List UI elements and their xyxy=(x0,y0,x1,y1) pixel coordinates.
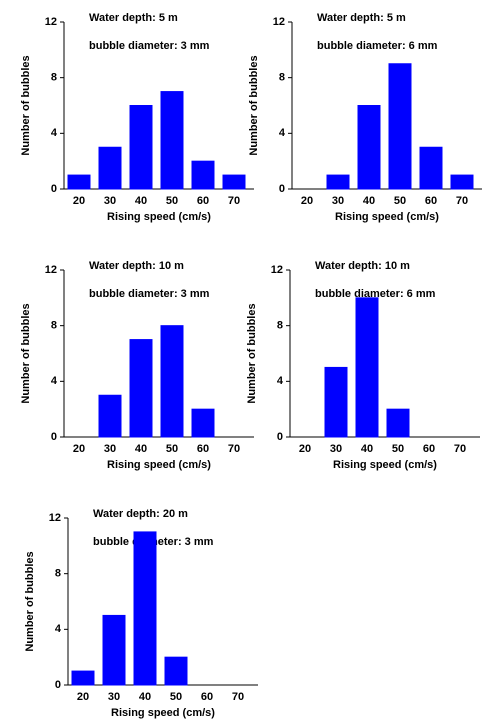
x-axis-label: Rising speed (cm/s) xyxy=(107,459,211,471)
y-axis-label: Number of bubbles xyxy=(246,303,258,403)
panel-title: Water depth: 5 m xyxy=(89,12,178,24)
panel-title: Water depth: 10 m xyxy=(89,260,184,272)
y-tick-label: 12 xyxy=(49,512,61,524)
y-tick-label: 12 xyxy=(45,264,57,276)
x-tick-label: 30 xyxy=(332,195,344,207)
panel-subtitle: bubble diameter: 3 mm xyxy=(89,288,210,300)
x-tick-label: 60 xyxy=(201,691,213,703)
y-tick-label: 0 xyxy=(279,183,285,195)
y-axis-label: Number of bubbles xyxy=(248,55,260,155)
y-tick-label: 8 xyxy=(51,320,57,332)
x-tick-label: 40 xyxy=(139,691,151,703)
y-tick-label: 0 xyxy=(55,679,61,691)
x-tick-label: 50 xyxy=(166,195,178,207)
x-tick-label: 60 xyxy=(423,443,435,455)
panel-title: Water depth: 20 m xyxy=(93,508,188,520)
x-tick-label: 20 xyxy=(73,195,85,207)
x-tick-label: 40 xyxy=(135,195,147,207)
x-tick-label: 30 xyxy=(330,443,342,455)
x-tick-label: 30 xyxy=(108,691,120,703)
y-tick-label: 0 xyxy=(51,183,57,195)
x-tick-label: 20 xyxy=(73,443,85,455)
x-axis-label: Rising speed (cm/s) xyxy=(335,211,439,223)
x-axis-label: Rising speed (cm/s) xyxy=(107,211,211,223)
x-tick-label: 70 xyxy=(454,443,466,455)
bar xyxy=(98,394,122,438)
x-tick-label: 60 xyxy=(197,195,209,207)
bar xyxy=(129,339,153,438)
panel-subtitle: bubble diameter: 6 mm xyxy=(317,40,438,52)
bar xyxy=(222,174,246,190)
bar xyxy=(129,105,153,190)
y-tick-label: 12 xyxy=(45,16,57,28)
x-tick-label: 60 xyxy=(197,443,209,455)
bar xyxy=(160,91,184,190)
y-tick-label: 12 xyxy=(271,264,283,276)
x-tick-label: 50 xyxy=(166,443,178,455)
x-tick-label: 40 xyxy=(135,443,147,455)
x-tick-label: 20 xyxy=(299,443,311,455)
bar xyxy=(67,174,91,190)
bar xyxy=(164,656,188,686)
x-tick-label: 50 xyxy=(394,195,406,207)
y-tick-label: 8 xyxy=(55,568,61,580)
bar xyxy=(133,531,157,686)
bar xyxy=(191,408,215,438)
panel-subtitle: bubble diameter: 3 mm xyxy=(89,40,210,52)
bar xyxy=(355,297,379,438)
x-axis-label: Rising speed (cm/s) xyxy=(111,707,215,719)
x-tick-label: 20 xyxy=(301,195,313,207)
bar xyxy=(71,670,95,686)
y-tick-label: 4 xyxy=(279,127,286,139)
panel-title: Water depth: 10 m xyxy=(315,260,410,272)
x-tick-label: 40 xyxy=(363,195,375,207)
bar xyxy=(160,325,184,438)
bar xyxy=(324,366,348,438)
y-axis-label: Number of bubbles xyxy=(20,303,32,403)
y-tick-label: 4 xyxy=(277,375,284,387)
x-tick-label: 70 xyxy=(228,195,240,207)
y-axis-label: Number of bubbles xyxy=(20,55,32,155)
y-tick-label: 4 xyxy=(55,623,62,635)
y-tick-label: 4 xyxy=(51,127,58,139)
y-tick-label: 8 xyxy=(51,72,57,84)
bar xyxy=(357,105,381,190)
bar xyxy=(450,174,474,190)
bar xyxy=(326,174,350,190)
x-tick-label: 30 xyxy=(104,443,116,455)
panel-subtitle: bubble diameter: 6 mm xyxy=(315,288,436,300)
bar xyxy=(388,63,412,190)
y-tick-label: 12 xyxy=(273,16,285,28)
y-tick-label: 0 xyxy=(277,431,283,443)
y-axis-label: Number of bubbles xyxy=(24,551,36,651)
bar xyxy=(98,146,122,190)
bar xyxy=(419,146,443,190)
x-axis-label: Rising speed (cm/s) xyxy=(333,459,437,471)
bar xyxy=(102,614,126,686)
x-tick-label: 50 xyxy=(170,691,182,703)
y-tick-label: 8 xyxy=(277,320,283,332)
y-tick-label: 0 xyxy=(51,431,57,443)
panel-title: Water depth: 5 m xyxy=(317,12,406,24)
bar xyxy=(386,408,410,438)
y-tick-label: 8 xyxy=(279,72,285,84)
x-tick-label: 70 xyxy=(228,443,240,455)
x-tick-label: 30 xyxy=(104,195,116,207)
x-tick-label: 20 xyxy=(77,691,89,703)
x-tick-label: 60 xyxy=(425,195,437,207)
bar xyxy=(191,160,215,190)
x-tick-label: 50 xyxy=(392,443,404,455)
x-tick-label: 70 xyxy=(232,691,244,703)
x-tick-label: 70 xyxy=(456,195,468,207)
x-tick-label: 40 xyxy=(361,443,373,455)
y-tick-label: 4 xyxy=(51,375,58,387)
